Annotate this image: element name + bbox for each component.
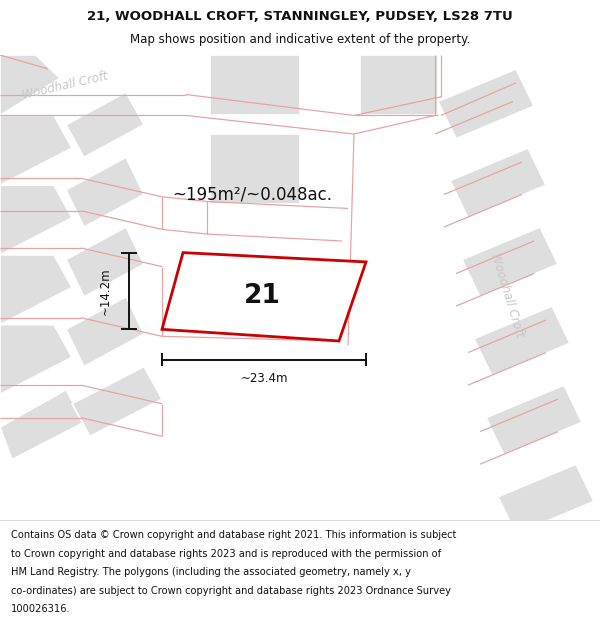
Polygon shape — [66, 297, 144, 366]
Text: Contains OS data © Crown copyright and database right 2021. This information is : Contains OS data © Crown copyright and d… — [11, 531, 456, 541]
Polygon shape — [162, 253, 366, 341]
Text: Woodhall Croft: Woodhall Croft — [488, 251, 526, 338]
Polygon shape — [66, 158, 144, 227]
Text: to Crown copyright and database rights 2023 and is reproduced with the permissio: to Crown copyright and database rights 2… — [11, 549, 441, 559]
Text: ~195m²/~0.048ac.: ~195m²/~0.048ac. — [172, 186, 332, 204]
Text: ~14.2m: ~14.2m — [98, 267, 112, 315]
Polygon shape — [486, 385, 582, 455]
Polygon shape — [0, 255, 72, 325]
Text: 21, WOODHALL CROFT, STANNINGLEY, PUDSEY, LS28 7TU: 21, WOODHALL CROFT, STANNINGLEY, PUDSEY,… — [87, 10, 513, 23]
Text: 21: 21 — [244, 283, 281, 309]
Polygon shape — [360, 55, 438, 116]
Polygon shape — [210, 134, 300, 204]
Polygon shape — [0, 185, 72, 255]
Polygon shape — [498, 464, 594, 534]
Polygon shape — [474, 306, 570, 376]
Polygon shape — [0, 390, 84, 459]
Text: ~23.4m: ~23.4m — [240, 372, 288, 384]
Polygon shape — [0, 55, 60, 116]
Polygon shape — [450, 148, 546, 218]
Text: 100026316.: 100026316. — [11, 604, 70, 614]
Text: Map shows position and indicative extent of the property.: Map shows position and indicative extent… — [130, 33, 470, 46]
Text: co-ordinates) are subject to Crown copyright and database rights 2023 Ordnance S: co-ordinates) are subject to Crown copyr… — [11, 586, 451, 596]
Text: HM Land Registry. The polygons (including the associated geometry, namely x, y: HM Land Registry. The polygons (includin… — [11, 568, 411, 578]
Polygon shape — [438, 69, 534, 139]
Polygon shape — [72, 366, 162, 436]
Polygon shape — [0, 116, 72, 185]
Polygon shape — [66, 227, 144, 297]
Polygon shape — [462, 227, 558, 297]
Polygon shape — [0, 325, 72, 394]
Polygon shape — [66, 92, 144, 158]
Polygon shape — [210, 55, 300, 116]
Text: Woodhall Croft: Woodhall Croft — [21, 69, 109, 101]
